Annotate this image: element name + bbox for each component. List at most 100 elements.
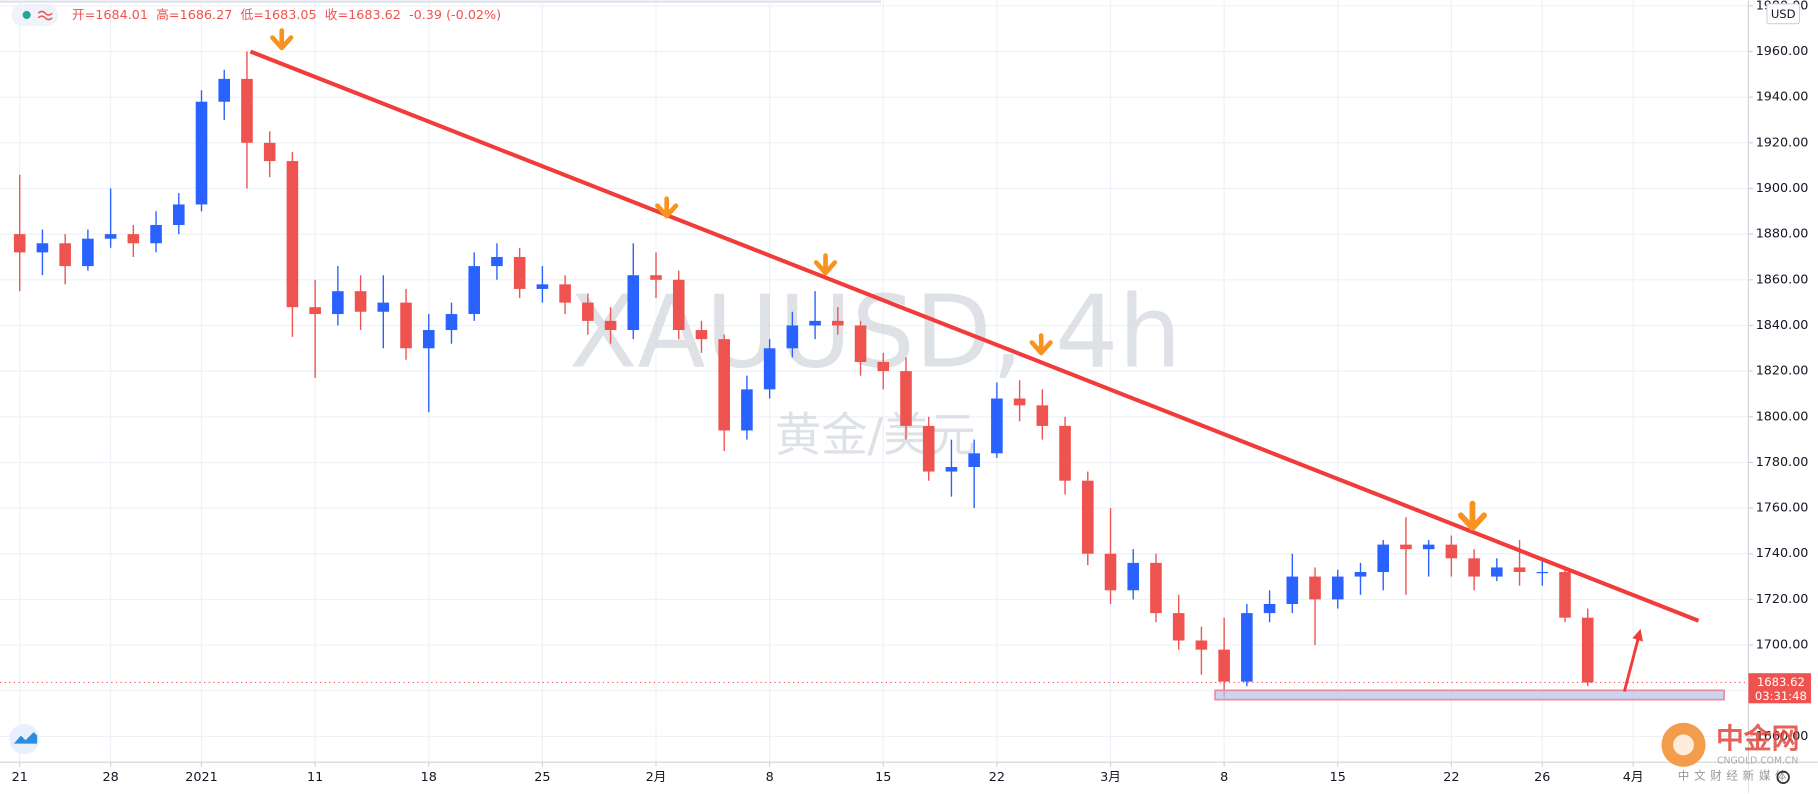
x-tick-label: 11 — [307, 770, 323, 785]
header-bar — [0, 0, 882, 3]
candle-body — [59, 243, 71, 267]
candle-body — [1513, 567, 1526, 573]
status-dot — [22, 10, 31, 20]
watermark: XAUUSD, 4h — [569, 273, 1182, 390]
logo-domain: CNGOLD.COM.CN — [1717, 756, 1798, 767]
candle-body — [1422, 544, 1435, 550]
candle-body — [82, 238, 94, 267]
candle-body — [513, 256, 526, 289]
y-tick-label: 1920.00 — [1756, 135, 1809, 150]
trend-line — [249, 49, 1700, 623]
price-axis-bg — [1748, 0, 1818, 794]
candle-body — [263, 142, 276, 162]
candle-body — [1263, 603, 1276, 614]
candle-body — [1172, 613, 1185, 641]
candle-body — [241, 78, 253, 143]
candle-body — [286, 161, 299, 308]
candle-body — [1081, 480, 1094, 554]
candle-body — [1150, 562, 1162, 614]
candle-body — [1445, 544, 1458, 559]
candle-body — [559, 284, 571, 303]
arrow — [813, 253, 838, 276]
candle-body — [1104, 553, 1117, 591]
header-item: 高=1686.27 — [156, 7, 232, 23]
candle-body — [741, 389, 753, 431]
candle-body — [1491, 567, 1503, 577]
candle-body — [354, 291, 367, 312]
candle-body — [832, 320, 844, 326]
candle-body — [195, 101, 208, 205]
header-item: 低=1683.05 — [240, 8, 316, 23]
header-item: -0.39 (-0.02%) — [409, 8, 501, 23]
candle-body — [1400, 544, 1412, 550]
last-price-label: 1683.62 — [1757, 675, 1805, 689]
arrow — [655, 196, 679, 219]
candle-body — [945, 466, 958, 472]
candle-body — [309, 307, 321, 315]
candle-body — [1241, 613, 1253, 682]
candle-body — [536, 284, 549, 289]
logo-slogan: 中文财经新媒体 — [1678, 769, 1792, 783]
x-tick-label: 2月 — [646, 770, 667, 785]
candle-body — [1218, 649, 1230, 682]
candle-body — [604, 320, 617, 331]
currency-box — [1766, 3, 1801, 25]
candle-body — [582, 302, 594, 321]
x-tick-label: 22 — [1443, 770, 1459, 785]
settings-icon[interactable] — [1776, 770, 1790, 784]
candle-body — [422, 330, 435, 349]
candle-body — [36, 243, 49, 253]
candle-body — [13, 234, 26, 253]
candle-body — [1536, 572, 1549, 574]
arrow-markers — [270, 28, 1487, 531]
countdown: 03:31:48 — [1755, 689, 1807, 703]
candle-body — [1354, 572, 1367, 577]
up-arrow-head — [1632, 628, 1643, 642]
y-tick-label: 1860.00 — [1756, 272, 1809, 287]
candle-body — [786, 325, 799, 349]
price-axis: 1660.001680.001700.001720.001740.001760.… — [1748, 0, 1808, 744]
x-tick-label: 28 — [102, 770, 118, 785]
x-tick-label: 15 — [1330, 770, 1346, 785]
candle-body — [650, 275, 662, 280]
candle-body — [854, 325, 867, 362]
x-tick-label: 15 — [875, 770, 891, 785]
candle-body — [1309, 576, 1321, 600]
candle-body — [445, 314, 458, 331]
y-tick-label: 1880.00 — [1756, 227, 1809, 242]
last-price-box — [1748, 673, 1812, 704]
header-pill — [11, 3, 58, 26]
candle-body — [332, 291, 344, 315]
logo-inner — [1673, 734, 1694, 756]
time-axis-bg — [0, 762, 1749, 794]
candle-body — [1468, 558, 1480, 577]
x-tick-label: 25 — [534, 770, 550, 785]
y-tick-label: 1900.00 — [1756, 181, 1809, 196]
candle-body — [150, 224, 162, 244]
x-tick-label: 8 — [766, 770, 774, 785]
x-tick-label: 3月 — [1100, 770, 1121, 785]
y-tick-label: 1740.00 — [1756, 546, 1809, 561]
candle-body — [1036, 405, 1049, 426]
arrow — [1457, 500, 1487, 531]
candle-body — [468, 266, 481, 315]
tv-logo — [13, 732, 38, 744]
candle-body — [1127, 562, 1140, 591]
y-tick-label: 1700.00 — [1756, 638, 1809, 653]
y-tick-label: 1660.00 — [1756, 729, 1809, 744]
candle-body — [922, 425, 935, 472]
candle-body — [968, 453, 980, 467]
candle-body — [900, 371, 912, 426]
candle-body — [1013, 398, 1026, 406]
header-item: 收=1683.62 — [325, 8, 401, 23]
currency: USD — [1771, 7, 1796, 21]
candle-layer — [13, 51, 1594, 698]
candle-body — [104, 234, 117, 239]
candle-body — [377, 302, 390, 312]
x-tick-label: 21 — [12, 770, 28, 785]
candle-body — [1286, 576, 1299, 604]
wave-icon — [37, 10, 53, 21]
